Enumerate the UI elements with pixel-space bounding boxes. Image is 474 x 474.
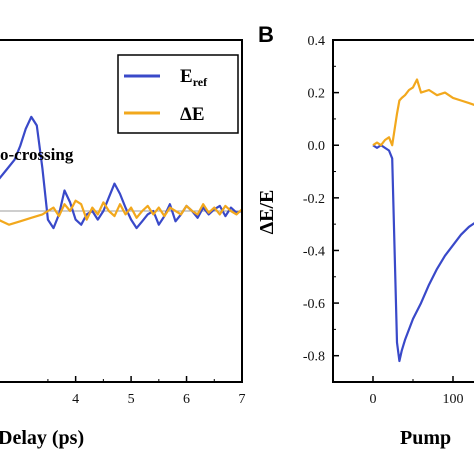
panel-a-x-tick-label: 7 — [239, 392, 246, 407]
panel-b-y-tick-label: -0.2 — [303, 192, 325, 207]
panel-b-y-axis-label: ΔE/E — [256, 190, 278, 235]
panel-b-x-tick-label: 0 — [370, 392, 377, 407]
panel-b-plot-frame — [332, 39, 474, 383]
panel-b-y-tick-label: -0.8 — [303, 350, 325, 365]
panel-a-annotation: o-crossing — [0, 145, 74, 164]
panel-b-y-tick-label: 0.2 — [308, 87, 326, 102]
panel-a: 4 5 6 7 Delay (ps) o-crossing Eref ΔE — [0, 39, 246, 449]
legend-box — [117, 54, 239, 134]
panel-b-series-blue-line — [372, 144, 474, 363]
panel-b-x-axis-label: Pump — [400, 427, 451, 449]
panel-b: B 0.4 0.2 0.0 -0.2 -0.4 -0.6 -0.8 0 100 ΔE/E Pum… — [256, 22, 474, 449]
panel-b-y-tick-label: 0.0 — [308, 139, 326, 154]
panel-b-y-tick-label: 0.4 — [308, 34, 326, 49]
panel-a-series-e-ref-line — [0, 115, 242, 230]
panel-a-plot-frame — [0, 39, 243, 383]
panel-b-series-orange-line — [372, 78, 474, 147]
panel-a-x-tick-label: 4 — [72, 392, 79, 407]
panel-a-x-axis-label: Delay (ps) — [0, 427, 84, 449]
legend-label-delta-e: ΔE — [180, 104, 205, 125]
panel-b-y-tick-label: -0.4 — [303, 244, 325, 259]
panel-b-letter: B — [258, 22, 274, 47]
panel-a-x-tick-label: 6 — [183, 392, 190, 407]
panel-a-legend: Eref ΔE — [117, 54, 239, 134]
panel-a-series-delta-e-line — [0, 199, 242, 226]
panel-a-x-tick-label: 5 — [128, 392, 135, 407]
panel-b-x-tick-label: 100 — [443, 392, 464, 407]
panel-b-y-tick-label: -0.6 — [303, 297, 325, 312]
legend-label-e-ref: Eref — [180, 66, 208, 89]
